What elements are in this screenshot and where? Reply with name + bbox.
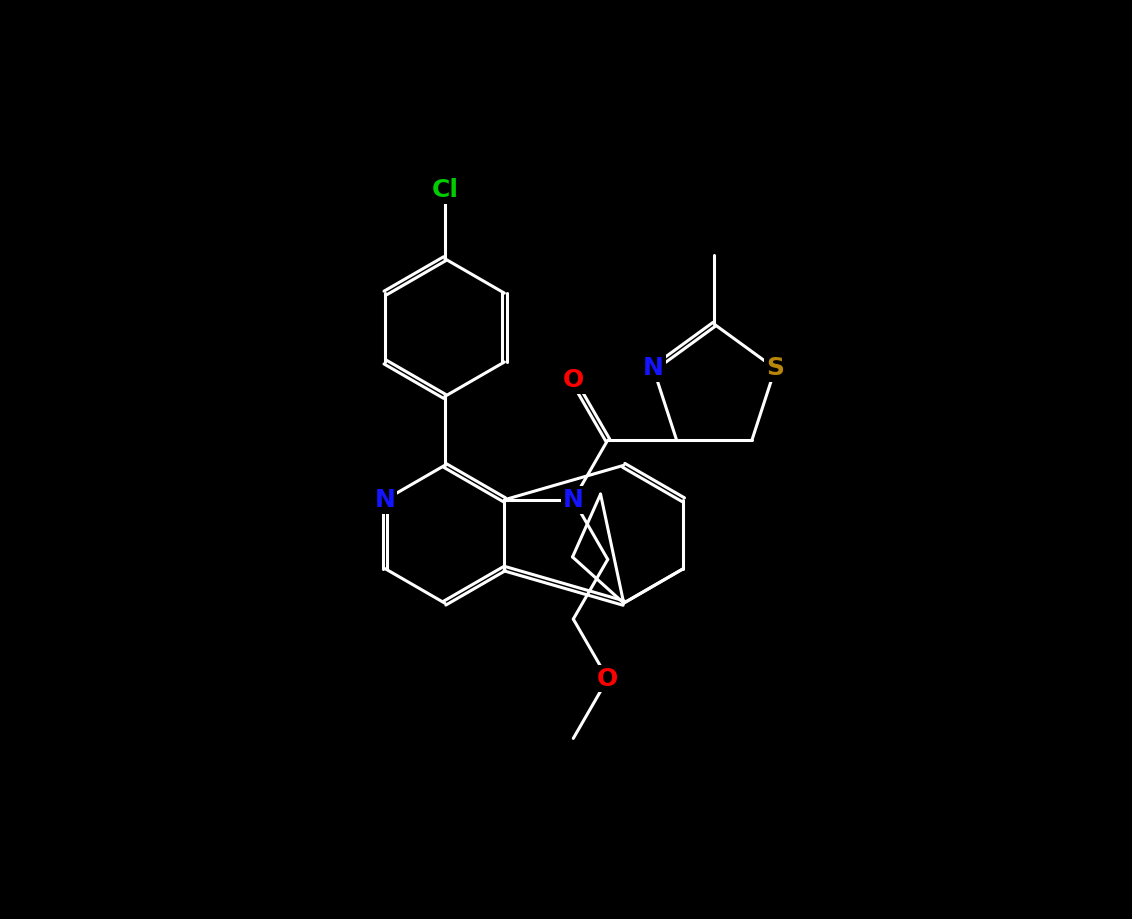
Text: N: N xyxy=(643,357,663,380)
Text: S: S xyxy=(766,357,784,380)
Text: O: O xyxy=(563,369,584,392)
Text: N: N xyxy=(375,488,395,512)
Text: Cl: Cl xyxy=(431,177,458,202)
Text: O: O xyxy=(597,667,618,691)
Text: N: N xyxy=(563,488,584,512)
